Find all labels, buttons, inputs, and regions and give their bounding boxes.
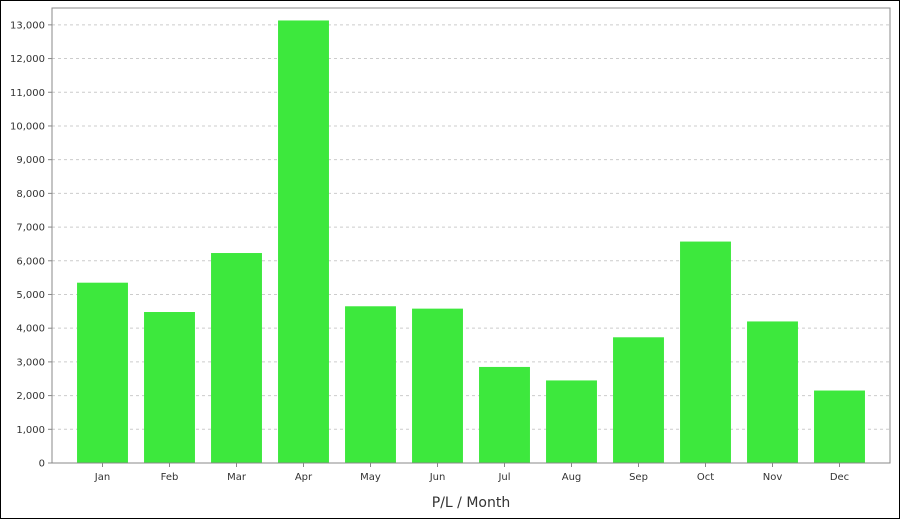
y-tick-label: 4,000 xyxy=(16,324,45,335)
bar-feb xyxy=(144,312,195,463)
plot-area-border xyxy=(51,7,891,464)
bar-aug xyxy=(546,380,597,463)
y-tick-label: 7,000 xyxy=(16,223,45,234)
bars xyxy=(77,20,865,464)
y-tick-label: 3,000 xyxy=(16,357,45,368)
y-tick-label: 12,000 xyxy=(10,54,45,65)
axes xyxy=(48,7,891,467)
x-tick-labels: Jan Feb Mar Apr May Jun Jul Aug Sep Oct Nov Dec xyxy=(94,472,849,483)
y-tick-label: 5,000 xyxy=(16,290,45,301)
bar-jul xyxy=(479,366,530,463)
bar-sep xyxy=(613,337,664,463)
y-tick-label: 8,000 xyxy=(16,189,45,200)
x-tick-label: Feb xyxy=(161,472,179,483)
bar-mar xyxy=(211,253,262,463)
y-tick-label: 10,000 xyxy=(10,121,45,132)
x-tick-label: Jul xyxy=(497,472,510,483)
x-tick-label: Oct xyxy=(697,472,714,483)
y-tick-label: 6,000 xyxy=(16,256,45,267)
x-tick-label: Apr xyxy=(295,472,313,483)
y-tick-label: 11,000 xyxy=(10,88,45,99)
y-tick-label: 9,000 xyxy=(16,155,45,166)
y-tick-labels: 0 1,000 2,000 3,000 4,000 5,000 6,000 7,000 8,00… xyxy=(10,20,45,469)
bar-nov xyxy=(747,321,798,463)
bar-dec xyxy=(814,390,865,463)
bar-oct xyxy=(680,241,731,463)
y-tick-label: 0 xyxy=(39,459,45,470)
x-tick-label: Sep xyxy=(629,472,648,483)
x-tick-label: Mar xyxy=(227,472,247,483)
x-tick-label: Jun xyxy=(429,472,446,483)
x-axis-title: P/L / Month xyxy=(432,495,510,511)
y-tick-label: 2,000 xyxy=(16,391,45,402)
y-tick-label: 13,000 xyxy=(10,20,45,31)
bar-apr xyxy=(278,20,329,464)
x-tick-label: Aug xyxy=(562,472,582,483)
x-tick-label: May xyxy=(360,472,381,483)
y-tick-label: 1,000 xyxy=(16,425,45,436)
x-tick-label: Jan xyxy=(94,472,110,483)
x-tick-label: Dec xyxy=(830,472,849,483)
x-tick-label: Nov xyxy=(763,472,783,483)
bar-may xyxy=(345,306,396,463)
bar-jan xyxy=(77,282,128,463)
bar-jun xyxy=(412,308,463,463)
